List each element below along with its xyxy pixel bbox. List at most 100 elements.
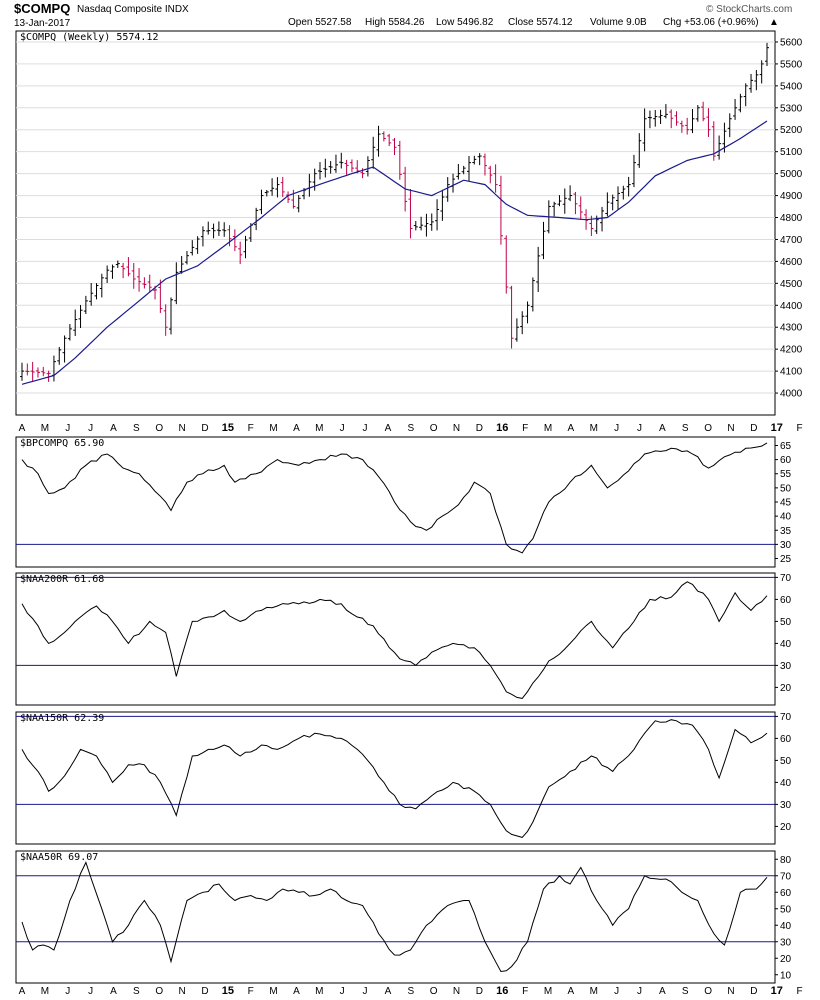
ohlc-bar xyxy=(467,156,471,182)
x-tick-label: S xyxy=(407,986,414,997)
ohlc-bar xyxy=(435,199,440,231)
ohlc-bar xyxy=(137,268,142,292)
x-tick-label: N xyxy=(178,986,185,997)
indicator-line xyxy=(21,442,768,554)
x-tick-label: F xyxy=(248,423,254,434)
x-tick-label: M xyxy=(41,423,49,434)
y-tick-label: 55 xyxy=(780,469,792,480)
panel-frame xyxy=(15,850,776,984)
ohlc-bar xyxy=(733,98,738,120)
ohlc-bar xyxy=(461,165,466,175)
ohlc-bar xyxy=(621,185,626,200)
x-tick-label: A xyxy=(659,986,666,997)
header-symbol: $COMPQ xyxy=(14,1,70,16)
header-name: Nasdaq Composite INDX xyxy=(77,4,189,15)
ohlc-bar xyxy=(67,324,72,341)
y-tick-label: 4400 xyxy=(780,301,803,312)
ohlc-bar xyxy=(296,195,301,213)
y-tick-label: 4700 xyxy=(780,235,803,246)
ohlc-bar xyxy=(408,189,413,239)
chg-up-arrow-icon: ▲ xyxy=(769,17,779,28)
ohlc-bar xyxy=(195,236,200,254)
indicator-line xyxy=(21,861,768,973)
ohlc-bar xyxy=(616,186,620,210)
x-tick-label: J xyxy=(65,986,70,997)
y-tick-label: 30 xyxy=(780,800,792,811)
panel-3: 20 30 40 50 60 70 $NAA200R 61.68 xyxy=(15,572,792,706)
ohlc-bar xyxy=(190,240,195,256)
x-tick-label: N xyxy=(453,423,460,434)
watermark: © StockCharts.com xyxy=(706,4,792,15)
x-tick-label: J xyxy=(88,423,93,434)
x-tick-label: D xyxy=(750,423,757,434)
ohlc-bar xyxy=(184,250,189,265)
ohlc-bar xyxy=(280,176,285,198)
moving-average-line xyxy=(21,120,768,385)
ohlc-bar xyxy=(477,153,482,166)
x-tick-label: F xyxy=(797,423,803,434)
ohlc-bar xyxy=(328,161,333,174)
x-tick-label: A xyxy=(568,423,575,434)
ohlc-bar xyxy=(488,165,493,184)
ohlc-bar xyxy=(115,260,120,269)
ohlc-bar xyxy=(270,178,275,196)
y-tick-label: 5300 xyxy=(780,103,803,114)
ohlc-bar xyxy=(41,366,46,377)
x-tick-label: J xyxy=(340,423,345,434)
y-tick-label: 20 xyxy=(780,822,792,833)
ohlc-bar xyxy=(147,274,152,293)
panel-frame xyxy=(15,572,776,706)
ohlc-bar xyxy=(706,108,711,137)
y-tick-label: 10 xyxy=(780,970,792,981)
ohlc-bar xyxy=(238,241,243,265)
y-tick-label: 25 xyxy=(780,554,792,565)
ohlc-bar xyxy=(371,136,376,169)
x-tick-label: 17 xyxy=(771,985,783,997)
ohlc-bar xyxy=(99,273,104,298)
ohlc-bar xyxy=(126,257,131,277)
x-axis: A A M M J J J J A A S S O O N N D D 15 15 F F M M A A M M J J J J A A S S O O… xyxy=(19,422,803,997)
x-tick-label: 15 xyxy=(222,985,234,997)
ohlc-bar xyxy=(216,221,221,236)
y-tick-label: 70 xyxy=(780,871,792,882)
ohlc-bar xyxy=(344,159,349,175)
x-tick-label: J xyxy=(88,986,93,997)
header-low: Low 5496.82 xyxy=(436,17,494,28)
ohlc-bar xyxy=(514,318,519,342)
y-tick-label: 40 xyxy=(780,778,792,789)
x-tick-label: S xyxy=(682,423,689,434)
x-tick-label: 16 xyxy=(496,985,508,997)
ohlc-bar xyxy=(73,309,78,336)
ohlc-bar xyxy=(631,154,636,188)
ohlc-bar xyxy=(765,42,769,67)
x-tick-label: 17 xyxy=(771,422,783,434)
ohlc-bar xyxy=(647,110,652,129)
panel-frame xyxy=(15,436,776,568)
y-tick-label: 4300 xyxy=(780,323,803,334)
y-tick-label: 50 xyxy=(780,756,792,767)
x-tick-label: D xyxy=(476,423,483,434)
ohlc-bar xyxy=(573,191,578,215)
ohlc-bar xyxy=(89,283,94,306)
panel-4: 20 30 40 50 60 70 $NAA150R 62.39 xyxy=(15,711,792,845)
x-tick-label: 15 xyxy=(222,422,234,434)
y-tick-label: 5100 xyxy=(780,147,803,158)
x-tick-label: F xyxy=(797,986,803,997)
y-tick-label: 5000 xyxy=(780,169,803,180)
panel-5: 10 20 30 40 50 60 70 80 $NAA50R 69.07 xyxy=(15,850,792,984)
indicator-line xyxy=(21,581,768,699)
header-volume: Volume 9.0B xyxy=(590,17,647,28)
panel-title: $COMPQ (Weekly) 5574.12 xyxy=(20,32,158,43)
ohlc-bar xyxy=(749,73,754,93)
ohlc-bar xyxy=(482,153,487,176)
y-tick-label: 65 xyxy=(780,441,792,452)
x-tick-label: A xyxy=(110,986,117,997)
x-tick-label: M xyxy=(544,423,552,434)
x-tick-label: A xyxy=(293,986,300,997)
x-tick-label: M xyxy=(269,986,277,997)
y-tick-label: 60 xyxy=(780,595,792,606)
x-tick-label: A xyxy=(659,423,666,434)
y-tick-label: 4900 xyxy=(780,191,803,202)
ohlc-bar xyxy=(637,133,642,168)
x-tick-label: J xyxy=(637,986,642,997)
